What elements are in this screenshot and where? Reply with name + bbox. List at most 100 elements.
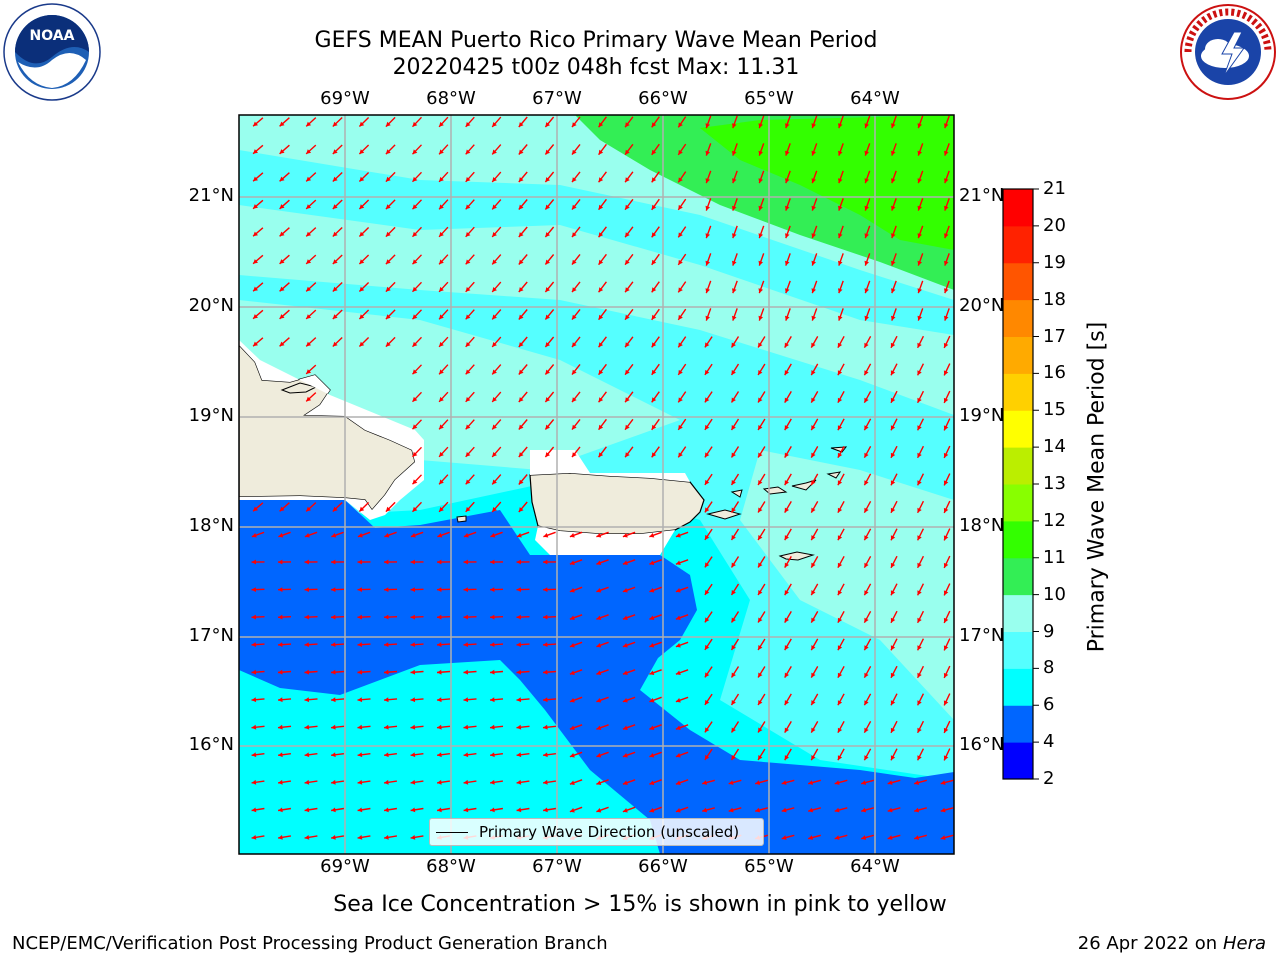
wave-arrow-head <box>437 669 442 675</box>
wave-arrow-head <box>914 807 920 813</box>
wave-arrow-head <box>251 807 257 813</box>
wave-arrow-head <box>704 754 710 760</box>
wave-arrow-head <box>332 121 338 127</box>
wave-arrow-head <box>675 615 681 620</box>
wave-arrow-head <box>492 204 497 210</box>
wave-arrow-head <box>412 369 418 375</box>
wave-arrow-head <box>516 752 522 758</box>
footer-machine: Hera <box>1222 933 1266 954</box>
wave-arrow-head <box>864 452 869 458</box>
wave-arrow-head <box>811 535 816 541</box>
wave-arrow-head <box>781 780 787 785</box>
wave-arrow-head <box>704 672 710 678</box>
wave-arrow-head <box>465 369 471 375</box>
wave-arrow-head <box>649 725 655 730</box>
wave-arrow-head <box>943 617 949 623</box>
wave-arrow-head <box>465 122 471 127</box>
wave-arrow-head <box>518 342 524 347</box>
wave-arrow-head <box>598 424 604 430</box>
wave-arrow-head <box>463 669 469 675</box>
wave-arrow-head <box>622 615 628 620</box>
wave-arrow-head <box>704 644 710 650</box>
wave-arrow-head <box>728 780 734 785</box>
wave-arrow-head <box>917 288 922 294</box>
wave-arrow-head <box>887 807 893 813</box>
land-puerto-rico <box>529 472 705 535</box>
wave-arrow-head <box>625 314 630 320</box>
wave-arrow-head <box>864 562 869 568</box>
wave-arrow-head <box>543 779 548 785</box>
wave-arrow-head <box>838 315 843 321</box>
wave-arrow-head <box>253 176 258 182</box>
wave-arrow-head <box>622 725 628 730</box>
wave-arrow-head <box>306 314 312 319</box>
wave-arrow-head <box>758 617 763 623</box>
footer-organization: NCEP/EMC/Verification Post Processing Pr… <box>12 933 608 954</box>
wave-arrow-head <box>412 451 418 457</box>
wave-arrow-head <box>917 205 922 211</box>
wave-arrow-head <box>940 835 946 840</box>
wave-arrow-head <box>649 588 655 593</box>
wave-arrow-head <box>359 149 365 154</box>
wave-arrow-head <box>917 617 922 623</box>
wave-arrow-head <box>596 670 602 675</box>
wave-arrow-head <box>704 507 710 513</box>
wave-arrow-head <box>410 697 416 703</box>
wave-arrow-head <box>516 779 522 785</box>
wave-arrow-head <box>785 315 790 321</box>
wave-arrow-head <box>596 560 602 565</box>
wave-arrow-head <box>678 149 683 155</box>
wave-arrow-head <box>516 669 522 675</box>
colorbar-segment <box>1003 410 1033 448</box>
lat-label-left: 19°N <box>188 405 234 426</box>
wave-arrow-head <box>838 205 843 211</box>
wave-arrow-head <box>944 150 949 156</box>
wave-arrow-head <box>251 779 257 785</box>
wave-arrow-head <box>572 177 577 183</box>
wave-arrow-head <box>412 506 418 512</box>
wave-arrow-head <box>864 315 869 321</box>
wave-arrow-head <box>569 533 575 538</box>
wave-arrow-head <box>731 452 736 458</box>
noaa-logo-icon: NOAA <box>3 3 101 101</box>
wave-arrow-head <box>465 424 471 430</box>
wave-arrow-head <box>463 724 469 730</box>
colorbar-tick-label: 14 <box>1043 436 1066 458</box>
wave-arrow-head <box>704 369 710 375</box>
wave-arrow-head <box>518 397 524 402</box>
wave-arrow-head <box>649 780 655 785</box>
wave-arrow-head <box>649 808 655 813</box>
wave-arrow-head <box>649 533 655 538</box>
wave-arrow-head <box>758 123 763 129</box>
wave-arrow-head <box>917 425 922 431</box>
lat-label-left: 18°N <box>188 515 234 536</box>
wave-arrow-head <box>890 590 896 596</box>
wave-arrow-head <box>516 697 522 703</box>
lat-label-left: 20°N <box>188 295 234 316</box>
wave-arrow-head <box>705 315 710 321</box>
wave-arrow-head <box>890 507 896 513</box>
wave-arrow-head <box>331 835 336 840</box>
wave-arrow-head <box>279 314 285 319</box>
wave-arrow-head <box>731 590 736 595</box>
wave-arrow-head <box>306 341 312 347</box>
wave-arrow-head <box>463 697 469 703</box>
colorbar-tick-label: 11 <box>1043 546 1066 568</box>
map-frame <box>238 114 955 855</box>
wave-arrow-head <box>516 642 521 647</box>
wave-arrow-head <box>731 370 736 375</box>
wave-arrow-head <box>278 752 283 758</box>
wave-arrow-head <box>251 614 256 620</box>
wave-arrow-head <box>704 562 710 568</box>
wave-arrow-head <box>385 341 391 347</box>
wave-arrow-head <box>651 204 657 210</box>
wave-arrow-head <box>572 342 577 348</box>
wave-arrow-head <box>864 150 869 156</box>
wave-arrow-head <box>861 835 867 840</box>
wave-arrow-head <box>651 177 657 183</box>
wave-arrow-head <box>490 669 495 675</box>
wave-arrow-head <box>251 533 257 538</box>
wave-arrow-head <box>304 669 310 675</box>
wave-arrow-head <box>861 807 867 813</box>
wave-arrow-head <box>465 287 471 292</box>
